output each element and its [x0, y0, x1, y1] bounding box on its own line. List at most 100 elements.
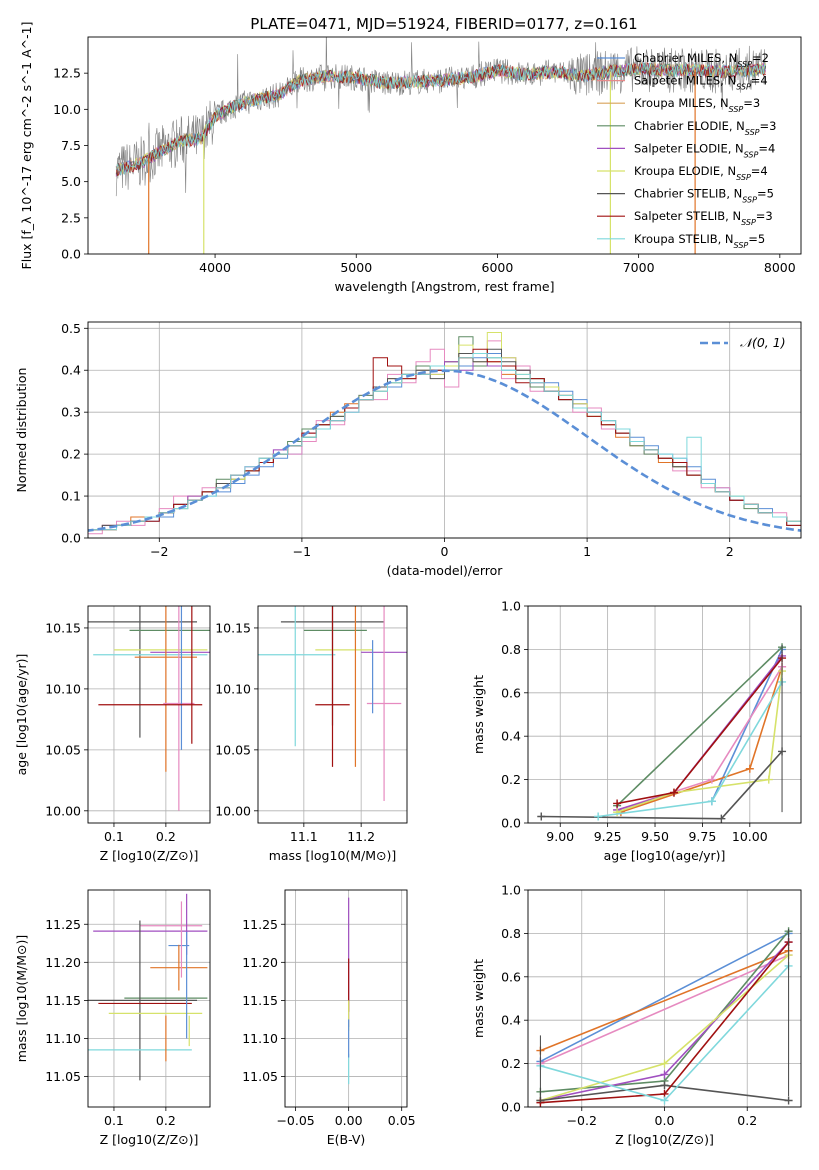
- x-axis-label: mass [log10(M/M⊙)]: [269, 848, 397, 863]
- y-axis-label: mass weight: [471, 959, 486, 1038]
- x-tick-label: 9.75: [688, 829, 716, 844]
- y-tick-label: 10.10: [45, 681, 81, 696]
- y-tick-label: 10.15: [215, 620, 251, 635]
- legend-label: 𝒩(0, 1): [740, 335, 786, 350]
- y-tick-label: 0.0: [501, 1100, 521, 1115]
- axes-frame: [257, 605, 408, 824]
- weight-line-orange: [540, 950, 789, 1052]
- x-tick-label: 11.2: [347, 829, 375, 844]
- legend-label: Kroupa MILES, NSSP=3: [634, 96, 760, 114]
- panel-residuals: −2 −1 0 1 2 0.0 0.1 0.2 0.3 0.4 0.5 (data-model)/er…: [14, 321, 802, 578]
- plot-area: [88, 606, 210, 811]
- y-axis-label: Flux [f_λ 10^-17 erg cm^-2 s^-1 A^-1]: [19, 22, 34, 270]
- panels-group: 4000 5000 6000 7000 80000.02.55.07.510.012.5…: [14, 22, 802, 1147]
- plot-area: [88, 332, 801, 535]
- weight-marker: [660, 1096, 669, 1105]
- weight-marker: [660, 1081, 669, 1090]
- y-tick-label: 11.15: [45, 993, 81, 1008]
- x-tick-label: 9.00: [546, 829, 574, 844]
- x-axis-label: Z [log10(Z/Z⊙)]: [100, 1132, 199, 1147]
- x-tick-label: 0.1: [104, 829, 124, 844]
- y-tick-label: 2.5: [61, 210, 81, 225]
- y-axis-label: age [log10(age/yr)]: [14, 654, 29, 776]
- y-tick-label: 0.3: [61, 405, 81, 420]
- weight-marker: [660, 1059, 669, 1068]
- weight-line-chabrier_elodie: [616, 646, 783, 807]
- weight-marker: [660, 1070, 669, 1079]
- x-axis-label: age [log10(age/yr)]: [604, 848, 726, 863]
- y-tick-label: 11.15: [242, 993, 278, 1008]
- panel-spectrum: 4000 5000 6000 7000 8000 0.0 2.5 5.0 7.5 10.0 12.5…: [19, 22, 802, 294]
- x-tick-label: 11.1: [290, 829, 318, 844]
- figure-title: PLATE=0471, MJD=51924, FIBERID=0177, z=0…: [250, 15, 637, 33]
- y-tick-label: 10.10: [215, 681, 251, 696]
- weight-line-chabrier_miles: [711, 649, 783, 802]
- x-tick-label: 9.25: [594, 829, 622, 844]
- legend-label: Salpeter MILES, NSSP=4: [634, 74, 768, 92]
- plot-area: [258, 606, 407, 802]
- y-axis-label: mass [log10(M/M⊙)]: [14, 935, 29, 1063]
- y-tick-label: 10.0: [53, 102, 81, 117]
- x-tick-label: 0: [441, 544, 449, 559]
- legend-label: Kroupa STELIB, NSSP=5: [634, 232, 765, 250]
- legend-label: Salpeter STELIB, NSSP=3: [634, 209, 773, 227]
- x-tick-label: 7000: [623, 260, 655, 275]
- axes-frame: [87, 321, 802, 539]
- y-tick-label: 10.00: [215, 803, 251, 818]
- weight-marker: [537, 812, 546, 821]
- y-tick-label: 11.25: [45, 917, 81, 932]
- x-tick-label: 4000: [199, 260, 231, 275]
- x-tick-label: 0.0: [655, 1113, 675, 1128]
- weight-marker: [594, 812, 603, 821]
- x-axis-label: Z [log10(Z/Z⊙)]: [100, 848, 199, 863]
- y-tick-label: 11.10: [45, 1031, 81, 1046]
- y-tick-label: 11.25: [242, 917, 278, 932]
- panel-weight_vs_Z: −0.2 0.0 0.2 0.0 0.2 0.4 0.6 0.8 1.0 Z [log10(Z/Z…: [471, 883, 802, 1147]
- weight-marker: [613, 808, 622, 817]
- x-tick-label: −0.05: [276, 1113, 314, 1128]
- weight-line-salpeter_elodie: [616, 655, 783, 811]
- y-tick-label: 10.00: [45, 803, 81, 818]
- x-tick-label: 0.2: [156, 1113, 176, 1128]
- y-tick-label: 11.05: [45, 1069, 81, 1084]
- x-axis-label: E(B-V): [327, 1132, 366, 1147]
- x-tick-label: 0.2: [737, 1113, 757, 1128]
- y-tick-label: 0.0: [61, 247, 81, 262]
- x-tick-label: 2: [726, 544, 734, 559]
- panel-mass_vs_Z: 0.1 0.2 11.05 11.10 11.15 11.20 11.25 Z [log10(…: [14, 889, 211, 1147]
- y-tick-label: 0.4: [501, 1013, 521, 1028]
- y-tick-label: 0.5: [61, 321, 81, 336]
- plot-area: [536, 927, 793, 1107]
- y-tick-label: 10.05: [215, 742, 251, 757]
- y-tick-label: 0.4: [501, 729, 521, 744]
- y-tick-label: 11.10: [242, 1031, 278, 1046]
- legend-label: Salpeter ELODIE, NSSP=4: [634, 141, 775, 159]
- legend-label: Chabrier MILES, NSSP=2: [634, 51, 769, 69]
- y-axis-label: mass weight: [471, 675, 486, 754]
- y-tick-label: 10.05: [45, 742, 81, 757]
- x-tick-label: 0.00: [335, 1113, 363, 1128]
- x-tick-label: 1: [583, 544, 591, 559]
- y-tick-label: 1.0: [501, 883, 521, 898]
- x-tick-label: −2: [150, 544, 168, 559]
- y-tick-label: 1.0: [501, 599, 521, 614]
- y-tick-label: 0.8: [501, 642, 521, 657]
- plot-area: [88, 893, 208, 1081]
- x-tick-label: −1: [293, 544, 311, 559]
- weight-marker: [717, 814, 726, 823]
- x-tick-label: −0.2: [567, 1113, 597, 1128]
- y-tick-label: 0.2: [61, 447, 81, 462]
- weight-marker: [784, 1096, 793, 1105]
- model-line-chabrier_stelib: [115, 62, 767, 176]
- y-tick-label: 0.0: [61, 531, 81, 546]
- plot-area: [537, 643, 787, 823]
- y-tick-label: 0.6: [501, 685, 521, 700]
- panel-age_vs_Z: 0.1 0.2 10.00 10.05 10.10 10.15 Z [log10(Z/Z⊙)…: [14, 605, 211, 863]
- x-tick-label: 0.05: [388, 1113, 416, 1128]
- weight-marker: [707, 775, 716, 784]
- weight-line-chabrier_miles: [540, 932, 789, 1063]
- weight-marker: [613, 799, 622, 808]
- weight-marker: [707, 797, 716, 806]
- legend-label: Kroupa ELODIE, NSSP=4: [634, 164, 768, 182]
